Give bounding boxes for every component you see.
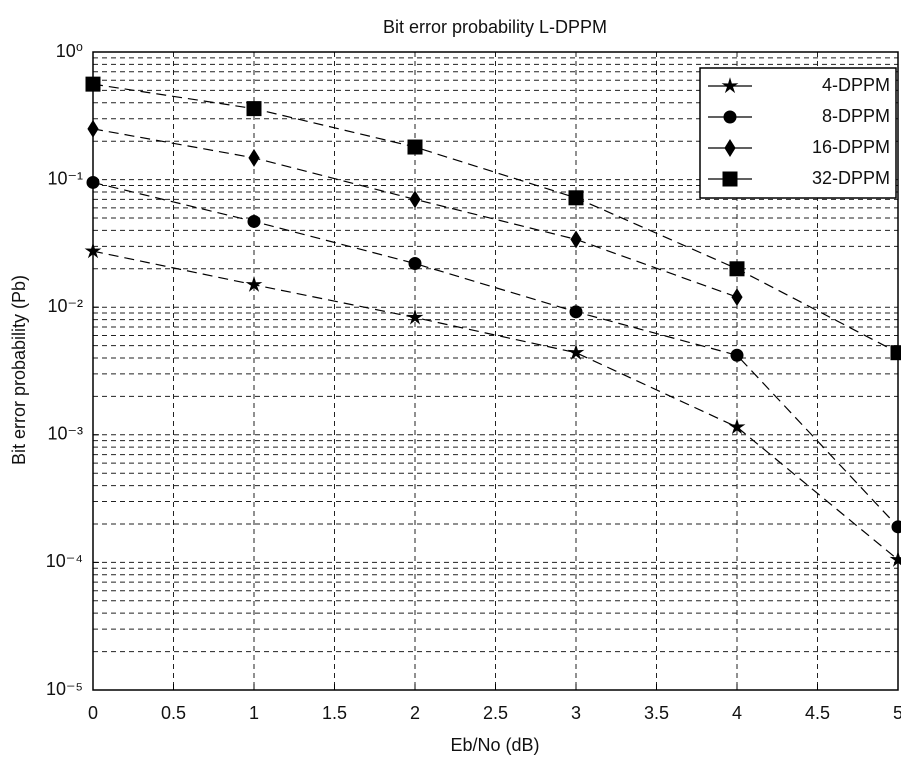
series-line [92,83,899,354]
marker [729,261,745,277]
x-tick-label: 3.5 [644,703,669,723]
plot-frame [92,51,899,691]
chart-title: Bit error probability L-DPPM [383,17,607,37]
marker [723,110,737,124]
marker [85,76,101,92]
x-axis-label: Eb/No (dB) [450,735,539,755]
series-line [92,181,899,528]
marker [730,348,744,362]
y-tick-label: 10⁻⁵ [46,679,83,699]
marker [569,305,583,319]
legend-label: 32-DPPM [812,168,890,188]
marker [724,139,736,157]
x-tick-label: 0 [88,703,98,723]
marker [568,190,584,206]
y-tick-label: 10⁻² [47,296,83,316]
marker [248,148,260,167]
series-line [92,250,899,561]
marker [891,520,901,534]
x-tick-label: 1 [249,703,259,723]
x-tick-label: 3 [571,703,581,723]
x-tick-label: 1.5 [322,703,347,723]
marker [87,119,99,138]
marker [890,345,901,361]
marker [246,101,262,117]
y-tick-label: 10⁻³ [47,424,83,444]
marker [408,257,422,271]
legend-label: 4-DPPM [822,75,890,95]
y-tick-label: 10⁰ [56,41,83,61]
marker [889,550,901,567]
marker [567,343,585,360]
legend-label: 8-DPPM [822,106,890,126]
x-tick-label: 4.5 [805,703,830,723]
marker [247,214,261,228]
marker [570,230,582,249]
marker [731,288,743,307]
marker [728,418,746,435]
legend-label: 16-DPPM [812,137,890,157]
marker [406,308,424,325]
marker [722,171,738,187]
marker [245,275,263,292]
y-tick-label: 10⁻⁴ [46,551,83,571]
marker [86,175,100,189]
x-tick-label: 5 [893,703,901,723]
y-axis-label: Bit error probability (Pb) [9,275,29,465]
marker [407,139,423,155]
x-tick-label: 4 [732,703,742,723]
marker [84,242,102,259]
x-tick-label: 2.5 [483,703,508,723]
marker [721,77,739,94]
x-tick-label: 2 [410,703,420,723]
y-tick-label: 10⁻¹ [47,168,83,188]
marker [409,190,421,209]
x-tick-label: 0.5 [161,703,186,723]
